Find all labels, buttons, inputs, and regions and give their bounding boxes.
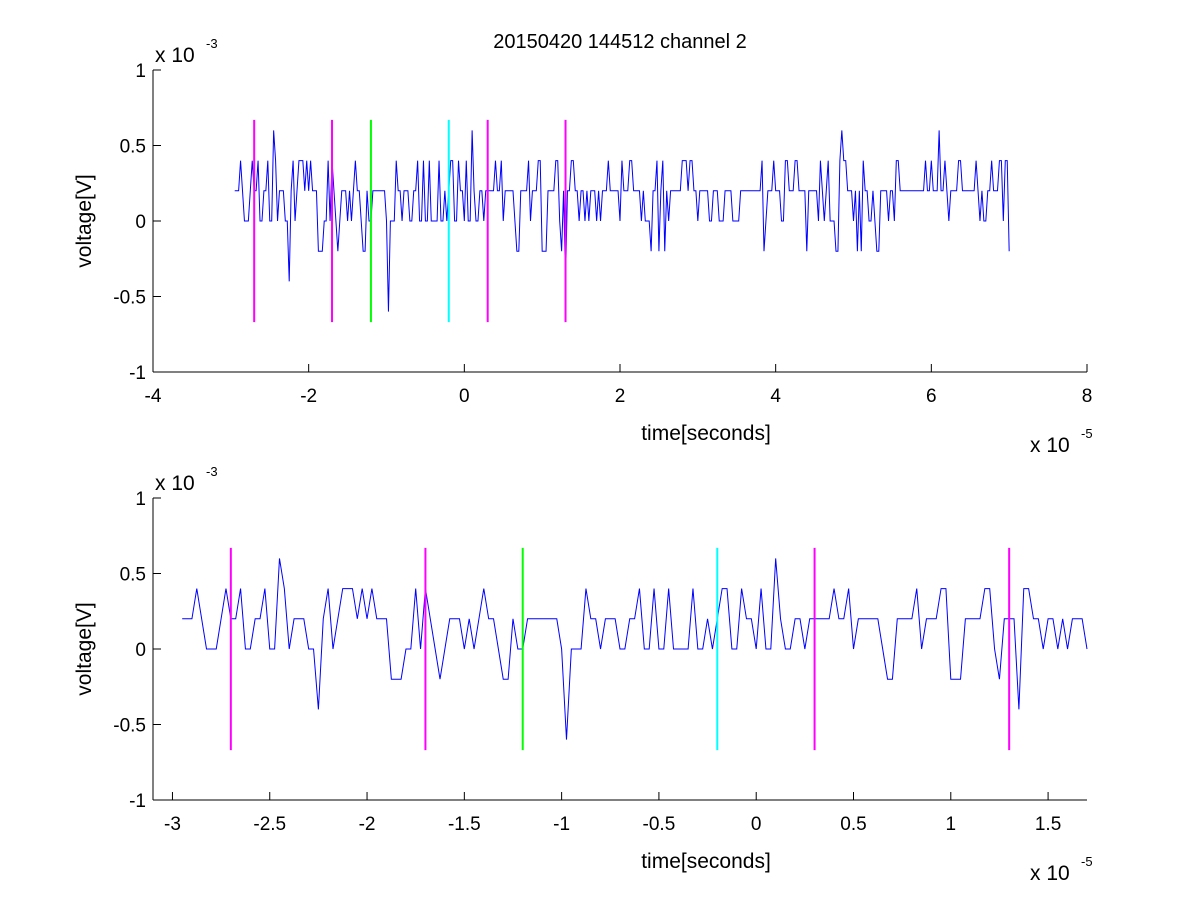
x-multiplier: x 10 [1030,862,1070,885]
y-tick-label: -1 [129,363,146,384]
x-tick-label: -3 [164,814,181,835]
y-tick-label: -0.5 [113,288,146,309]
x-tick-label: -1 [553,814,570,835]
x-tick-label: -0.5 [643,814,676,835]
y-axis-title: voltage[V] [73,174,96,267]
x-axis-title: time[seconds] [641,850,771,873]
top-plot: -4 -2 0 2 4 6 8 -1 -0.5 0 0.5 1 time[seconds] voltage… [73,36,1093,457]
y-tick-label: -1 [129,791,146,812]
x-multiplier: x 10 [1030,434,1070,457]
y-multiplier-exponent: -3 [206,36,218,51]
y-multiplier-exponent: -3 [206,464,218,479]
x-tick-label: 0.5 [840,814,866,835]
x-tick-label: 2 [615,386,626,407]
figure-title: 20150420 144512 channel 2 [493,31,747,53]
y-tick-label: 0.5 [120,565,146,586]
x-tick-label: 8 [1082,386,1093,407]
y-tick-label: 0 [135,212,146,233]
y-tick-label: 0.5 [120,137,146,158]
y-tick-label: -0.5 [113,716,146,737]
y-multiplier: x 10 [155,44,195,67]
x-tick-label: 0 [459,386,470,407]
x-tick-label: -2 [359,814,376,835]
x-tick-label: -2.5 [253,814,286,835]
signal-trace [182,558,1088,740]
x-tick-label: 0 [751,814,762,835]
x-multiplier-exponent: -5 [1081,854,1093,869]
y-tick-label: 1 [135,489,146,510]
y-multiplier: x 10 [155,472,195,495]
x-tick-label: 1.5 [1035,814,1061,835]
y-axis-title: voltage[V] [73,602,96,695]
x-tick-label: 4 [770,386,781,407]
x-tick-label: 6 [926,386,937,407]
y-tick-label: 1 [135,61,146,82]
x-tick-label: 1 [946,814,957,835]
y-tick-label: 0 [135,640,146,661]
x-axis-title: time[seconds] [641,422,771,445]
bottom-plot: -3 -2.5 -2 -1.5 -1 -0.5 0 0.5 1 1.5 -1 -0.5 0 0.5 1 tim… [73,464,1093,885]
x-tick-label: -4 [145,386,162,407]
x-tick-label: -2 [300,386,317,407]
x-multiplier-exponent: -5 [1081,426,1093,441]
x-tick-label: -1.5 [448,814,481,835]
signal-trace [234,130,1010,312]
